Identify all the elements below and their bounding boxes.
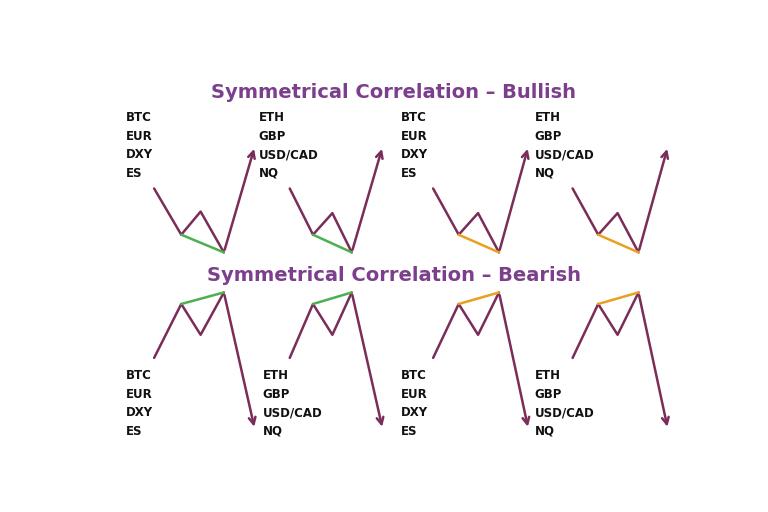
Text: BTC
EUR
DXY
ES: BTC EUR DXY ES: [125, 370, 153, 438]
Text: BTC
EUR
DXY
ES: BTC EUR DXY ES: [401, 112, 428, 180]
Text: ETH
GBP
USD/CAD
NQ: ETH GBP USD/CAD NQ: [535, 370, 594, 438]
Text: Symmetrical Correlation – Bullish: Symmetrical Correlation – Bullish: [211, 83, 576, 102]
Text: ETH
GBP
USD/CAD
NQ: ETH GBP USD/CAD NQ: [259, 112, 319, 180]
Text: BTC
EUR
DXY
ES: BTC EUR DXY ES: [401, 370, 428, 438]
Text: ETH
GBP
USD/CAD
NQ: ETH GBP USD/CAD NQ: [535, 112, 594, 180]
Text: BTC
EUR
DXY
ES: BTC EUR DXY ES: [125, 112, 153, 180]
Text: Symmetrical Correlation – Bearish: Symmetrical Correlation – Bearish: [207, 266, 581, 285]
Text: ETH
GBP
USD/CAD
NQ: ETH GBP USD/CAD NQ: [263, 370, 323, 438]
